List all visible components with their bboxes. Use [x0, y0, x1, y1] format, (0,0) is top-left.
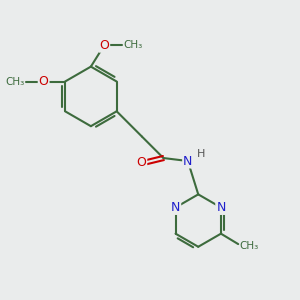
Text: CH₃: CH₃: [240, 241, 259, 250]
Text: H: H: [197, 149, 206, 160]
Text: O: O: [39, 75, 49, 88]
Text: N: N: [216, 201, 226, 214]
Text: O: O: [99, 39, 109, 52]
Text: O: O: [136, 156, 146, 169]
Text: CH₃: CH₃: [5, 76, 24, 86]
Text: N: N: [183, 154, 193, 167]
Text: N: N: [171, 201, 180, 214]
Text: CH₃: CH₃: [124, 40, 143, 50]
